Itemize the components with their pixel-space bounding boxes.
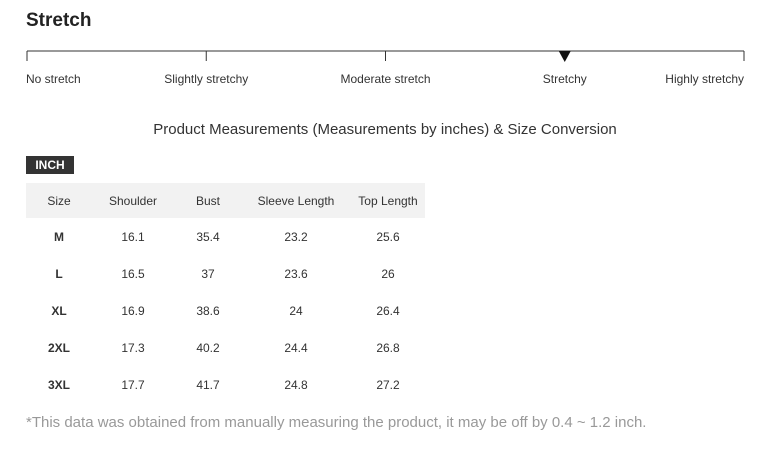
table-cell: 25.6 [376,230,400,244]
table-cell: 16.9 [121,304,145,318]
table-cell: 40.2 [196,341,220,355]
table-cell: 27.2 [376,378,400,392]
unit-tab[interactable]: INCH [26,156,74,174]
table-cell: 24 [289,304,303,318]
table-cell: 23.2 [284,230,308,244]
stretch-level: Moderate stretch [340,72,431,86]
table-header: Sleeve Length [257,194,335,208]
note: *This data was obtained from manually me… [26,414,647,431]
stretch-marker [558,51,571,62]
size-cell: XL [51,304,67,318]
table-header: Bust [195,194,220,208]
stretch-level: Stretchy [542,72,587,86]
stretch-level: Highly stretchy [665,72,744,86]
table-cell: 23.6 [284,267,308,281]
size-cell: L [55,267,63,281]
table-cell: 26.8 [376,341,400,355]
table-cell: 16.1 [121,230,145,244]
table-header: Shoulder [108,194,158,208]
table-cell: 16.5 [121,267,145,281]
stretch-level: No stretch [26,72,81,86]
table-cell: 24.8 [284,378,308,392]
table-cell: 17.3 [121,341,145,355]
table-cell: 26.4 [376,304,400,318]
table-cell: 17.7 [121,378,145,392]
stretch-scale [26,50,745,62]
table-cell: 38.6 [196,304,220,318]
table-cell: 37 [201,267,215,281]
stretch-level: Slightly stretchy [164,72,249,86]
heading: Product Measurements (Measurements by in… [153,121,617,138]
table-cell: 24.4 [284,341,308,355]
section-title: Stretch [26,10,92,31]
table-header: Top Length [358,194,418,208]
table-cell: 26 [381,267,395,281]
table-cell: 41.7 [196,378,220,392]
size-cell: 3XL [47,378,70,392]
size-cell: M [54,230,64,244]
table-header-bg [26,183,425,218]
size-cell: 2XL [47,341,70,355]
table-cell: 35.4 [196,230,220,244]
table-header: Size [47,194,71,208]
